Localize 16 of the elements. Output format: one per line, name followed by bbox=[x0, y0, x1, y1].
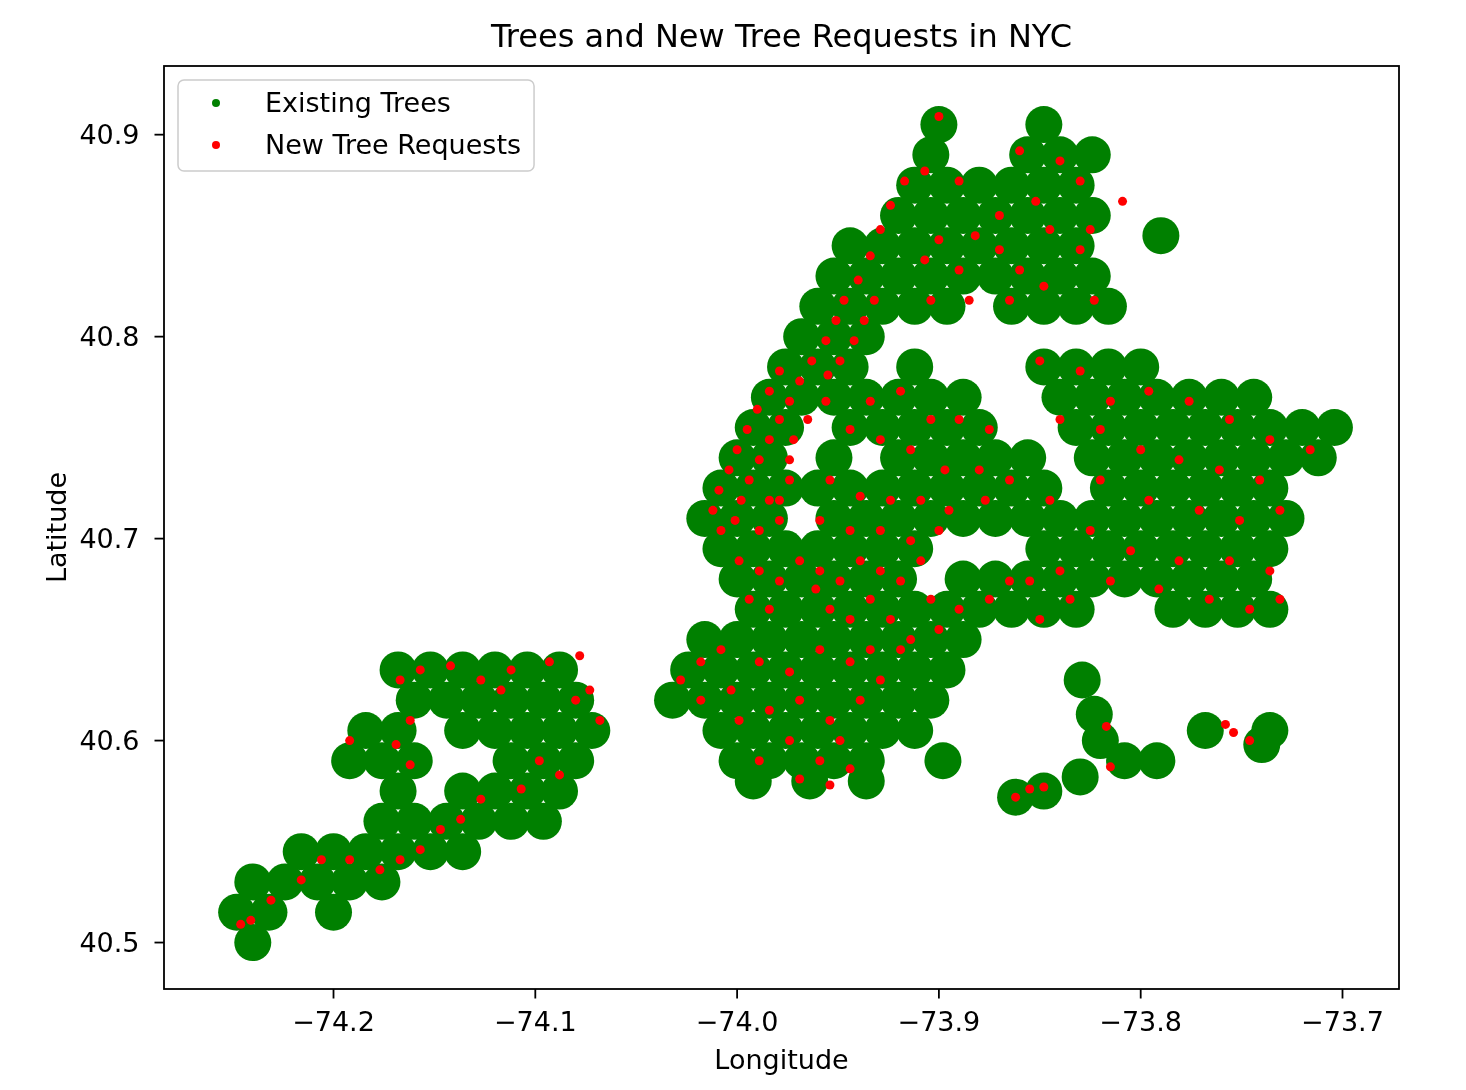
y-tick-label: 40.5 bbox=[79, 927, 140, 958]
legend-label: New Tree Requests bbox=[265, 129, 522, 161]
x-tick-label: −73.7 bbox=[1301, 1006, 1384, 1037]
y-tick-label: 40.7 bbox=[79, 523, 140, 555]
x-tick-label: −74.2 bbox=[292, 1006, 375, 1037]
y-axis-title: Latitude bbox=[41, 471, 72, 584]
y-tick-label: 40.9 bbox=[79, 119, 140, 151]
y-tick-label: 40.6 bbox=[79, 725, 140, 757]
x-tick-label: −74.0 bbox=[695, 1006, 779, 1037]
x-axis-title: Longitude bbox=[714, 1044, 849, 1075]
chart-title: Trees and New Tree Requests in NYC bbox=[490, 17, 1072, 55]
legend-label: Existing Trees bbox=[265, 87, 451, 119]
x-tick-label: −73.8 bbox=[1099, 1006, 1183, 1037]
x-tick-label: −73.9 bbox=[897, 1006, 981, 1037]
y-tick-label: 40.8 bbox=[79, 321, 140, 353]
x-tick-label: −74.1 bbox=[493, 1006, 577, 1037]
